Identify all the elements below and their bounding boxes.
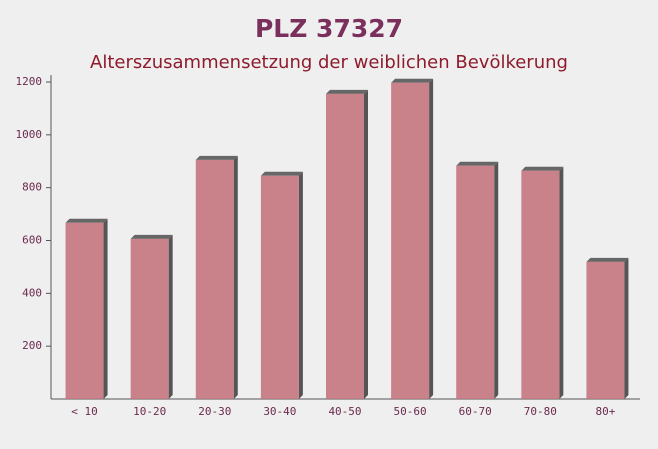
y-tick-label: 600: [22, 234, 42, 247]
bar-side: [168, 234, 173, 399]
x-tick-label: 40-50: [328, 405, 361, 418]
bar: [130, 238, 169, 399]
bar-top: [195, 155, 238, 160]
bar: [586, 261, 625, 399]
x-tick-label: 30-40: [263, 405, 296, 418]
bar-side: [559, 166, 564, 399]
bar: [195, 159, 234, 399]
x-tick-label: 60-70: [459, 405, 492, 418]
bar: [260, 175, 299, 399]
bar-side: [364, 89, 368, 399]
bar: [456, 165, 495, 399]
bar-top: [586, 257, 629, 262]
bar-top: [130, 234, 173, 239]
bar-side: [233, 155, 238, 399]
bar-top: [65, 218, 108, 223]
bar-side: [429, 78, 434, 399]
bar-top: [260, 171, 303, 176]
y-tick-label: 1000: [16, 128, 43, 141]
bar-top: [456, 161, 499, 166]
bar-top: [521, 166, 564, 171]
bar-top: [391, 78, 434, 83]
bar: [65, 222, 104, 399]
x-tick-label: 10-20: [133, 405, 166, 418]
bar-top: [326, 89, 368, 94]
x-tick-label: < 10: [71, 405, 98, 418]
bar-side: [624, 257, 629, 399]
bar: [391, 82, 430, 399]
chart-subtitle: Alterszusammensetzung der weiblichen Bev…: [90, 52, 568, 73]
x-tick-label: 70-80: [524, 405, 557, 418]
bar-side: [298, 171, 303, 399]
bar: [521, 170, 560, 399]
x-tick-label: 50-60: [394, 405, 427, 418]
y-tick-label: 400: [22, 286, 42, 299]
y-tick-label: 200: [22, 339, 42, 352]
bar-side: [103, 218, 108, 399]
x-tick-label: 80+: [596, 405, 616, 418]
bar-side: [494, 161, 499, 399]
chart-title: PLZ 37327: [255, 14, 403, 43]
y-tick-label: 1200: [16, 75, 43, 88]
x-tick-label: 20-30: [198, 405, 231, 418]
y-tick-label: 800: [22, 181, 42, 194]
bar: [326, 93, 364, 399]
